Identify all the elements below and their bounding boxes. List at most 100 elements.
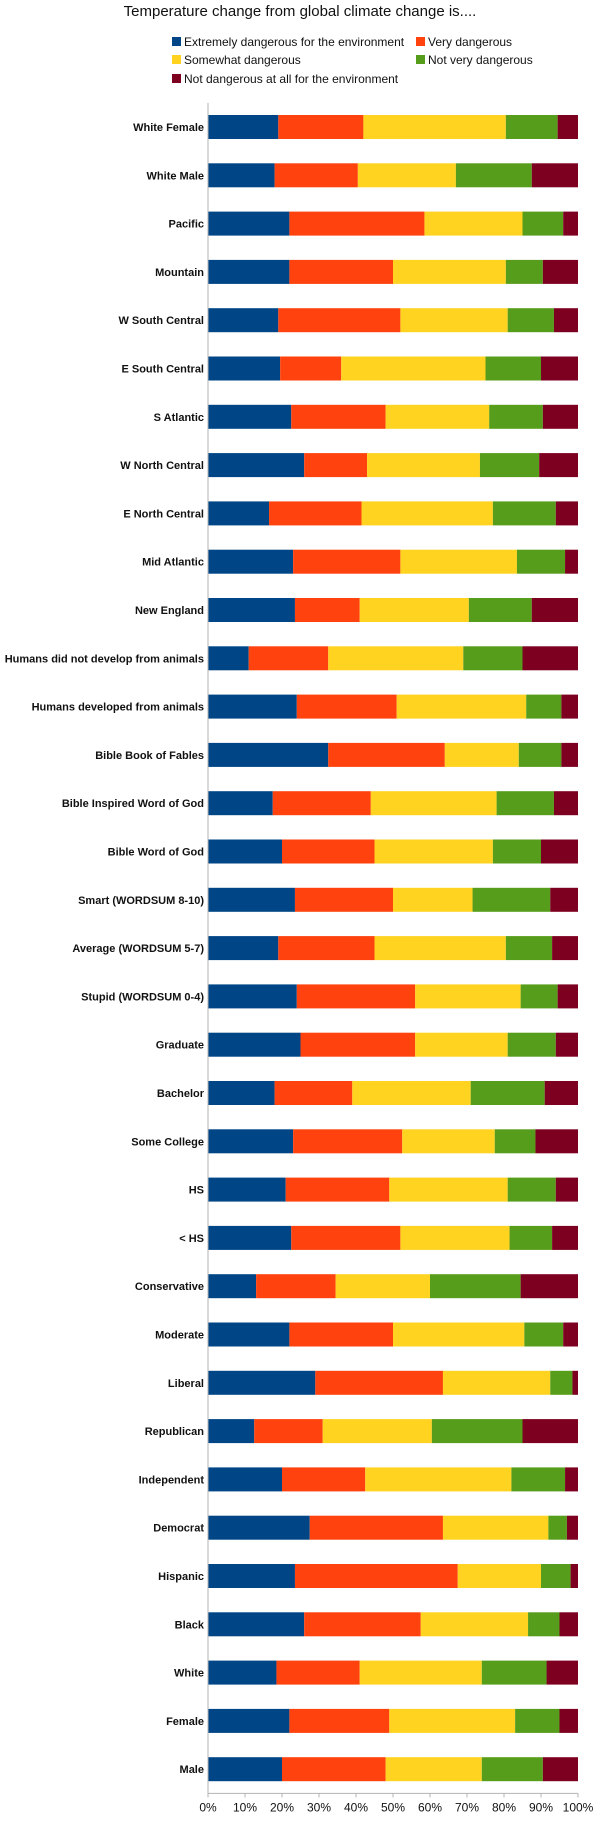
category-label: Moderate xyxy=(155,1330,204,1342)
legend-label: Not very dangerous xyxy=(428,53,533,67)
bar-row-graduate xyxy=(208,1032,578,1057)
bar-segment-somewhat-dangerous xyxy=(396,694,527,719)
bar-segment-not-dangerous-at-all-for-the-environment xyxy=(539,453,578,478)
bar-segment-extremely-dangerous-for-the-environment xyxy=(208,501,270,526)
x-tick-label: 30% xyxy=(307,1800,331,1814)
legend-label: Extremely dangerous for the environment xyxy=(184,35,405,49)
bar-segment-somewhat-dangerous xyxy=(385,404,490,429)
category-label: Bible Inspired Word of God xyxy=(62,798,204,810)
legend-item-somewhat-dangerous: Somewhat dangerous xyxy=(172,53,301,67)
x-tick-label: 60% xyxy=(418,1800,442,1814)
bar-segment-very-dangerous xyxy=(289,259,393,284)
category-label: < HS xyxy=(179,1233,204,1245)
bar-segment-extremely-dangerous-for-the-environment xyxy=(208,598,295,622)
bar-segment-extremely-dangerous-for-the-environment xyxy=(208,1032,301,1057)
bar-segment-extremely-dangerous-for-the-environment xyxy=(208,1612,305,1637)
bar-row-bible-book-of-fables xyxy=(208,742,578,767)
bar-segment-not-dangerous-at-all-for-the-environment xyxy=(542,1757,578,1782)
bar-segment-extremely-dangerous-for-the-environment xyxy=(208,308,279,333)
x-tick-label: 70% xyxy=(455,1800,479,1814)
bar-segment-extremely-dangerous-for-the-environment xyxy=(208,646,249,671)
bar-segment-not-very-dangerous xyxy=(431,1419,523,1444)
legend-item-not-very-dangerous: Not very dangerous xyxy=(416,53,533,67)
bar-segment-very-dangerous xyxy=(285,1177,390,1202)
category-label: Humans did not develop from animals xyxy=(5,653,204,665)
bar-row-male xyxy=(208,1757,578,1782)
bar-segment-somewhat-dangerous xyxy=(424,211,523,236)
bar-segment-not-very-dangerous xyxy=(515,1708,560,1733)
bar-segment-not-dangerous-at-all-for-the-environment xyxy=(563,1322,578,1347)
legend-swatch xyxy=(172,55,181,64)
bar-segment-very-dangerous xyxy=(294,1564,458,1588)
bar-segment-somewhat-dangerous xyxy=(322,1419,432,1444)
bar-segment-extremely-dangerous-for-the-environment xyxy=(208,259,290,284)
x-tick-label: 80% xyxy=(492,1800,516,1814)
bar-row-mid-atlantic xyxy=(208,549,578,574)
legend: Extremely dangerous for the environment V… xyxy=(172,35,533,86)
bar-segment-very-dangerous xyxy=(282,839,375,864)
x-tick-label: 40% xyxy=(344,1800,368,1814)
bar-segment-somewhat-dangerous xyxy=(335,1274,430,1299)
bar-row-white-male xyxy=(208,163,578,188)
bar-row-republican xyxy=(208,1419,578,1444)
bar-row-bible-inspired-word-of-god xyxy=(208,791,578,816)
bar-segment-somewhat-dangerous xyxy=(361,501,493,526)
bar-row-white-female xyxy=(208,115,578,139)
chart-title: Temperature change from global climate c… xyxy=(124,3,477,20)
bar-row-average-wordsum-5-7 xyxy=(208,936,578,961)
category-label: Male xyxy=(180,1764,204,1776)
bar-segment-somewhat-dangerous xyxy=(393,1322,525,1347)
category-label: Pacific xyxy=(169,219,204,231)
bar-segment-not-dangerous-at-all-for-the-environment xyxy=(566,1515,578,1540)
category-label: HS xyxy=(189,1185,204,1197)
category-label: White Female xyxy=(133,122,204,134)
category-label: Republican xyxy=(145,1426,205,1438)
x-tick-label: 90% xyxy=(529,1800,553,1814)
bar-segment-not-dangerous-at-all-for-the-environment xyxy=(557,984,578,1009)
bar-segment-somewhat-dangerous xyxy=(357,163,456,188)
bar-row-hispanic xyxy=(208,1564,578,1588)
legend-label: Somewhat dangerous xyxy=(184,53,301,67)
category-label: Hispanic xyxy=(158,1571,204,1583)
category-label: Bible Word of God xyxy=(108,847,204,859)
bar-segment-not-very-dangerous xyxy=(511,1467,566,1492)
bar-segment-not-dangerous-at-all-for-the-environment xyxy=(559,1708,578,1733)
bar-segment-not-very-dangerous xyxy=(470,1081,545,1105)
legend-swatch xyxy=(172,74,181,83)
bars-group xyxy=(208,115,578,1782)
bar-segment-extremely-dangerous-for-the-environment xyxy=(208,791,273,816)
bar-row-e-south-central xyxy=(208,356,578,381)
bar-segment-very-dangerous xyxy=(248,646,329,671)
bar-segment-not-dangerous-at-all-for-the-environment xyxy=(559,1612,578,1637)
bar-segment-very-dangerous xyxy=(309,1515,443,1540)
bar-segment-not-very-dangerous xyxy=(507,1032,556,1057)
category-label: Mid Atlantic xyxy=(142,557,204,569)
bar-segment-extremely-dangerous-for-the-environment xyxy=(208,1467,282,1492)
bar-segment-somewhat-dangerous xyxy=(374,936,506,961)
bar-segment-extremely-dangerous-for-the-environment xyxy=(208,1370,316,1395)
category-label: Female xyxy=(166,1716,204,1728)
bar-segment-extremely-dangerous-for-the-environment xyxy=(208,742,329,767)
bar-segment-very-dangerous xyxy=(276,1660,360,1685)
legend-item-extremely-dangerous-for-the-environment: Extremely dangerous for the environment xyxy=(172,35,405,49)
bar-segment-very-dangerous xyxy=(254,1419,323,1444)
bar-segment-not-dangerous-at-all-for-the-environment xyxy=(520,1274,578,1299)
bar-segment-somewhat-dangerous xyxy=(341,356,486,381)
bar-segment-extremely-dangerous-for-the-environment xyxy=(208,1129,294,1154)
bar-segment-not-dangerous-at-all-for-the-environment xyxy=(531,598,578,622)
bar-segment-very-dangerous xyxy=(328,742,445,767)
bar-segment-very-dangerous xyxy=(280,356,342,381)
category-labels: White Female White Male Pacific Mountain W S… xyxy=(5,122,205,1776)
bar-segment-very-dangerous xyxy=(304,453,368,478)
bar-segment-somewhat-dangerous xyxy=(359,1660,482,1685)
bar-row-black xyxy=(208,1612,578,1637)
bar-segment-very-dangerous xyxy=(291,1225,401,1250)
bar-segment-not-dangerous-at-all-for-the-environment xyxy=(565,1467,578,1492)
bar-segment-not-very-dangerous xyxy=(524,1322,564,1347)
bar-row-female xyxy=(208,1708,578,1733)
bar-segment-somewhat-dangerous xyxy=(400,308,508,333)
bar-segment-not-very-dangerous xyxy=(505,259,543,284)
bar-segment-extremely-dangerous-for-the-environment xyxy=(208,1419,255,1444)
category-label: W South Central xyxy=(118,315,204,327)
bar-segment-very-dangerous xyxy=(294,887,393,912)
